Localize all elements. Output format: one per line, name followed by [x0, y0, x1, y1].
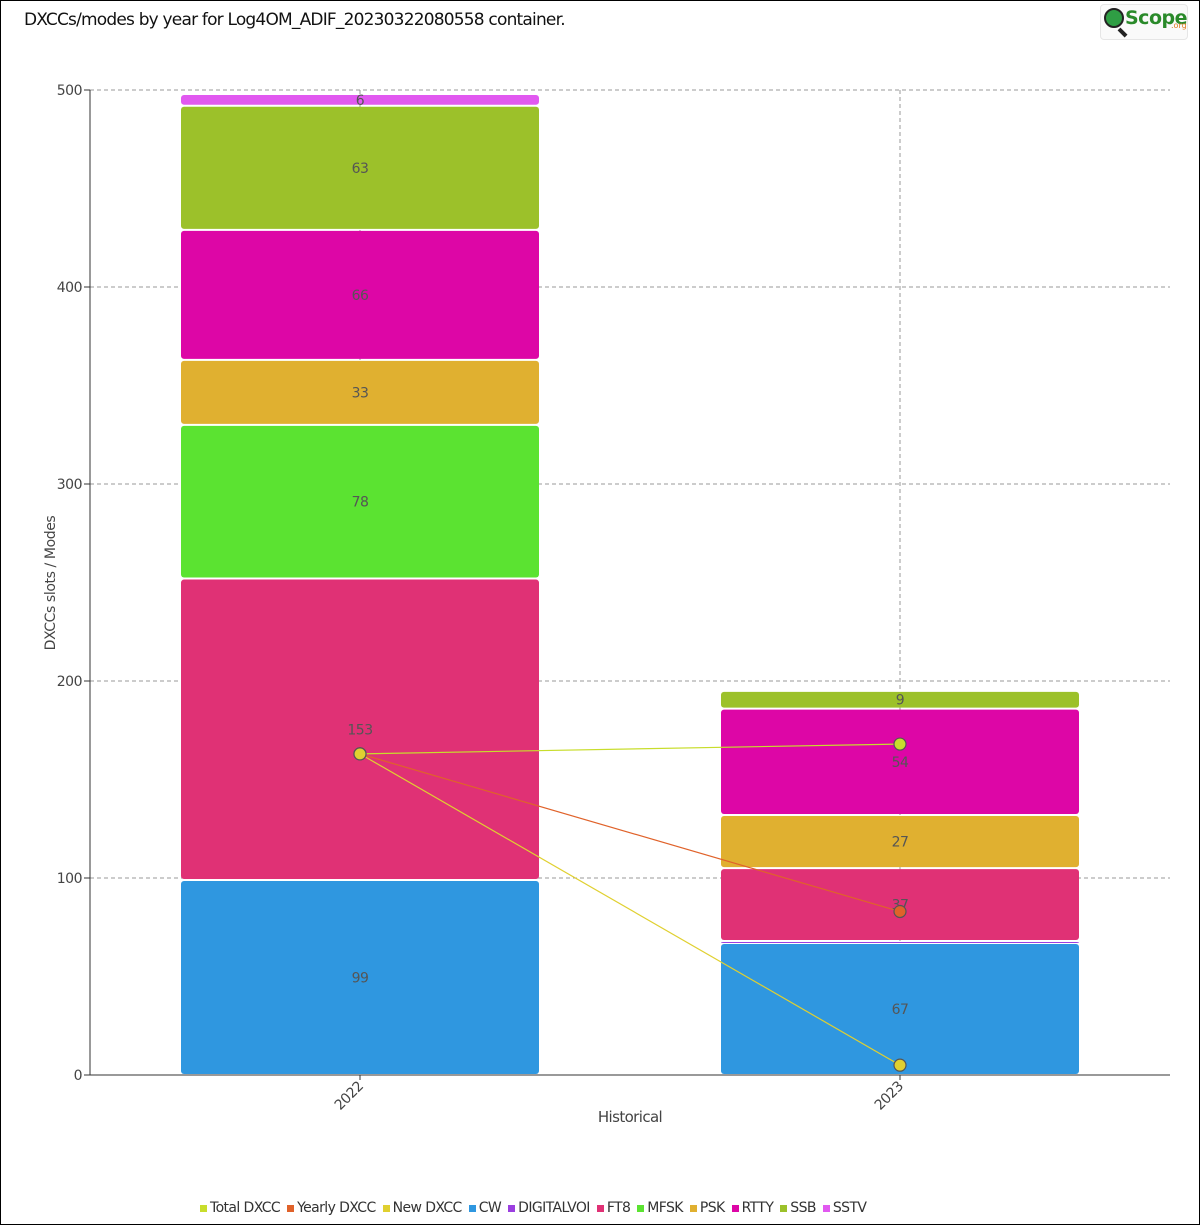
legend-swatch — [468, 1204, 476, 1212]
bar-segment-psk-2023[interactable] — [721, 815, 1079, 868]
x-axis-label: Historical — [598, 1108, 662, 1126]
y-tick-label: 500 — [57, 83, 82, 99]
y-tick-label: 200 — [57, 674, 82, 690]
legend-swatch — [822, 1204, 830, 1212]
logo-wordmark: Scope — [1125, 7, 1188, 29]
chart-legend: Total DXCC Yearly DXCC New DXCC CW DIGITALVO… — [200, 1200, 873, 1216]
data-label-cw-2023: 67 — [892, 1002, 909, 1018]
legend-swatch — [637, 1204, 645, 1212]
legend-label: Total DXCC — [210, 1200, 281, 1216]
legend-item-mfsk[interactable]: MFSK — [637, 1200, 683, 1216]
y-tick-label: 100 — [57, 871, 82, 887]
legend-swatch — [689, 1204, 697, 1212]
legend-swatch — [731, 1204, 739, 1212]
legend-item-ssb[interactable]: SSB — [780, 1200, 816, 1216]
bar-segment-cw-2023[interactable] — [721, 944, 1079, 1074]
point-yearly-dxcc-2023[interactable] — [893, 904, 907, 919]
y-tick-label: 300 — [57, 477, 82, 493]
magnifier-globe-icon — [1104, 8, 1124, 28]
bar-segment-rtty-2023[interactable] — [721, 709, 1079, 814]
point-total-dxcc-2023[interactable] — [893, 737, 907, 751]
legend-swatch — [508, 1204, 516, 1212]
legend-label: SSTV — [832, 1200, 867, 1216]
bar-segment-ssb-2022[interactable] — [181, 106, 539, 229]
legend-label: FT8 — [606, 1200, 631, 1216]
bar-segment-mfsk-2022[interactable] — [181, 425, 539, 578]
logo-suffix: .org — [1171, 21, 1187, 30]
legend-swatch — [596, 1204, 604, 1212]
bar-layer: 99153783366636673727549 — [181, 93, 1079, 1074]
line-layer — [353, 737, 907, 1072]
legend-item-sstv[interactable]: SSTV — [822, 1200, 867, 1216]
data-label-rtty-2023: 54 — [892, 755, 909, 771]
legend-label: New DXCC — [392, 1200, 463, 1216]
chart-title: DXCCs/modes by year for Log4OM_ADIF_2023… — [24, 10, 566, 30]
legend-swatch — [780, 1204, 788, 1212]
bar-segment-ft8-2022[interactable] — [181, 579, 539, 879]
line-new-dxcc — [359, 753, 901, 1066]
data-label-ft8-2022: 153 — [347, 722, 372, 738]
bar-segment-ft8-2023[interactable] — [721, 869, 1079, 941]
legend-item-yearly-dxcc[interactable]: Yearly DXCC — [287, 1200, 376, 1216]
bar-segment-digitalvoi-2023[interactable] — [721, 942, 1079, 944]
bar-segment-cw-2022[interactable] — [181, 880, 539, 1074]
legend-item-new-dxcc[interactable]: New DXCC — [382, 1200, 463, 1216]
data-label-mfsk-2022: 78 — [352, 495, 369, 511]
point-new-dxcc-2023[interactable] — [893, 1058, 907, 1072]
legend-swatch — [287, 1204, 295, 1212]
data-label-ssb-2023: 9 — [896, 693, 904, 709]
legend-item-cw[interactable]: CW — [468, 1200, 502, 1216]
legend-item-total-dxcc[interactable]: Total DXCC — [200, 1200, 281, 1216]
x-tick-label-2023: 2023 — [872, 1079, 907, 1114]
legend-label: SSB — [790, 1200, 816, 1216]
legend-item-digitalvoi[interactable]: DIGITALVOI — [508, 1200, 590, 1216]
data-label-sstv-2022: 6 — [356, 93, 365, 109]
point-new-dxcc-2022[interactable] — [353, 747, 367, 761]
line-total-dxcc — [359, 743, 901, 755]
legend-label: RTTY — [741, 1200, 774, 1216]
bar-segment-rtty-2022[interactable] — [181, 230, 539, 359]
x-tick-label-2022: 2022 — [332, 1079, 367, 1114]
legend-label: Yearly DXCC — [297, 1200, 376, 1216]
data-label-ssb-2022: 63 — [352, 161, 369, 177]
legend-swatch — [200, 1204, 207, 1212]
legend-label: PSK — [699, 1200, 725, 1216]
data-label-cw-2022: 99 — [352, 970, 369, 986]
legend-label: MFSK — [647, 1200, 683, 1216]
legend-item-ft8[interactable]: FT8 — [596, 1200, 631, 1216]
legend-item-rtty[interactable]: RTTY — [731, 1200, 774, 1216]
legend-label: DIGITALVOI — [518, 1200, 590, 1216]
data-label-rtty-2022: 66 — [352, 288, 369, 304]
bar-segment-ssb-2023[interactable] — [721, 691, 1079, 708]
legend-swatch — [382, 1204, 390, 1212]
bar-segment-psk-2022[interactable] — [181, 360, 539, 424]
line-yearly-dxcc — [359, 753, 901, 913]
data-label-psk-2023: 27 — [892, 835, 909, 851]
legend-label: CW — [478, 1200, 502, 1216]
y-tick-label: 0 — [74, 1068, 82, 1084]
y-axis-label: DXCCs slots / Modes — [43, 516, 59, 651]
legend-item-psk[interactable]: PSK — [689, 1200, 725, 1216]
bar-segment-sstv-2022[interactable] — [181, 94, 539, 105]
y-tick-label: 400 — [57, 280, 82, 296]
data-label-psk-2022: 33 — [352, 385, 369, 401]
qscope-logo[interactable]: Scope .org — [1100, 4, 1188, 40]
